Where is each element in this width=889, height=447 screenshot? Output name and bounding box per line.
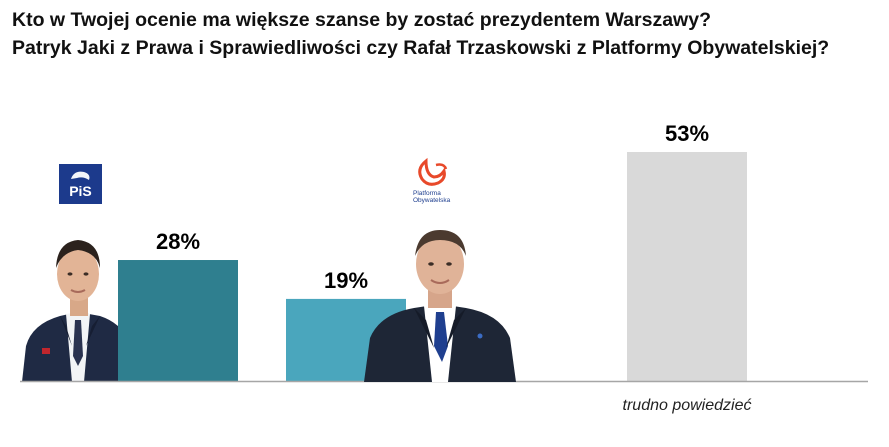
title-line-1: Kto w Twojej ocenie ma większe szanse by…: [12, 9, 711, 31]
bar-3: [627, 152, 747, 381]
pis-logo-text: PiS: [69, 183, 92, 199]
chart-title: Kto w Twojej ocenie ma większe szanse by…: [12, 6, 829, 62]
pis-logo: PiS: [59, 164, 102, 204]
pis-logo-background: [59, 164, 102, 204]
po-heart-mark: [418, 157, 446, 186]
value-label-1: 28%: [156, 229, 200, 254]
category-label-3: trudno powiedzieć: [623, 397, 752, 414]
value-label-3: 53%: [665, 121, 709, 146]
patryk-jaki-photo: [22, 240, 134, 382]
po-logo-text-line-2: Obywatelska: [413, 197, 451, 204]
title-line-2: Patryk Jaki z Prawa i Sprawiedliwości cz…: [12, 37, 830, 59]
rafal-trzaskowski-photo: [364, 230, 516, 382]
po-heart-mark-top: [435, 163, 448, 170]
po-logo-text-line-1: Platforma: [413, 190, 441, 197]
po-logo: Platforma Obywatelska: [413, 157, 451, 204]
bar-1: [118, 260, 238, 381]
value-label-2: 19%: [324, 268, 368, 293]
